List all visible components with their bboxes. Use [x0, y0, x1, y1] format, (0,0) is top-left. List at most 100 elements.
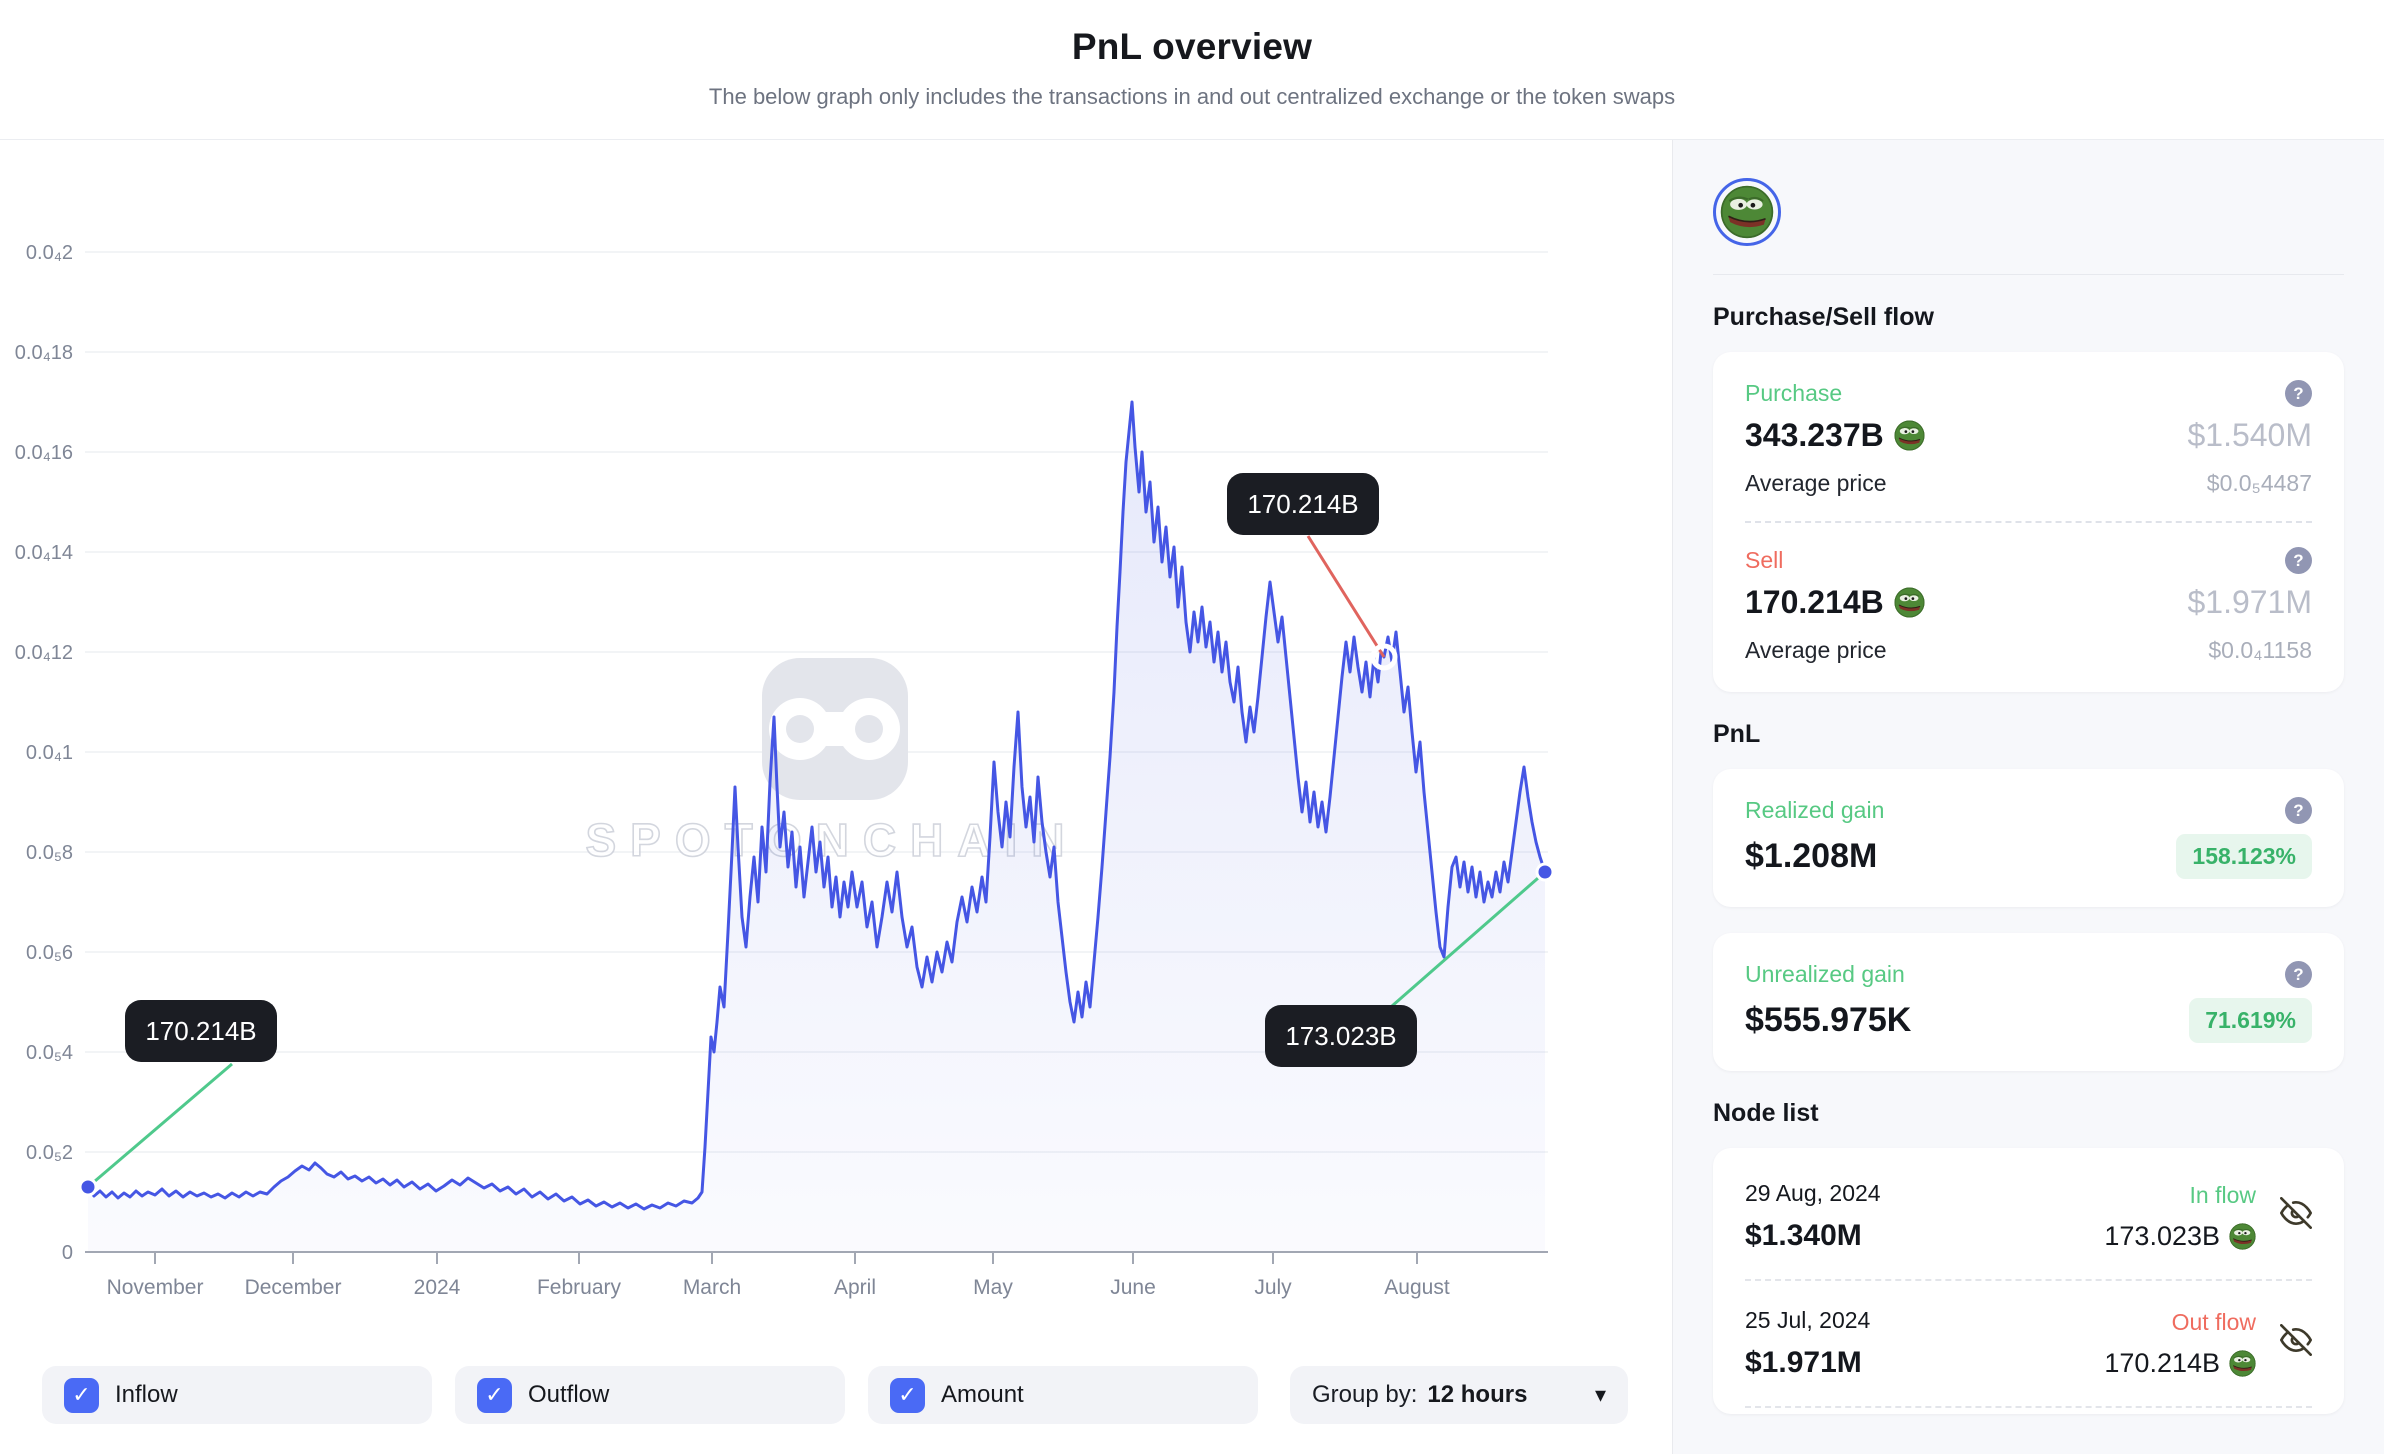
realized-gain-percent-badge: 158.123% [2176, 834, 2312, 879]
node-date: 25 Jul, 2024 [1745, 1307, 1871, 1333]
y-tick-label: 0.0₅8 [26, 842, 73, 864]
realized-gain-card: Realized gain ? $1.208M 158.123% [1713, 769, 2344, 907]
outflow-toggle-label: Outflow [528, 1381, 610, 1408]
x-tick-label: December [245, 1276, 342, 1299]
amount-toggle-label: Amount [941, 1381, 1024, 1408]
y-tick-label: 0.0₄2 [26, 242, 73, 264]
node-usd-value: $1.340M [1745, 1219, 1862, 1252]
help-icon[interactable]: ? [2285, 797, 2312, 824]
purchase-amount-value: 343.237B [1745, 417, 1884, 453]
pepe-token-icon [1894, 587, 1925, 618]
inflow-checkbox-checked-icon[interactable]: ✓ [64, 1377, 99, 1413]
y-tick-label: 0.0₄16 [15, 442, 73, 464]
group-by-value: 12 hours [1427, 1381, 1528, 1408]
unrealized-gain-card: Unrealized gain ? $555.975K 71.619% [1713, 933, 2344, 1071]
realized-gain-value: $1.208M [1745, 837, 1878, 875]
node-list-heading: Node list [1713, 1099, 1819, 1127]
pnl-chart-panel: 0 0.0₅2 0.0₅4 0.0₅6 0.0₅8 0.0₄1 0.0₄12 0.0₄14 0.… [0, 140, 1672, 1454]
pepe-token-icon [1720, 185, 1774, 239]
node-date: 29 Aug, 2024 [1745, 1180, 1881, 1206]
x-axis: November December 2024 February March April Ma… [85, 1251, 1548, 1299]
x-tick-label: May [973, 1276, 1013, 1299]
sidebar-divider [1713, 274, 2344, 275]
y-tick-label: 0.0₅4 [26, 1042, 73, 1064]
y-tick-label: 0.0₄14 [15, 542, 73, 564]
help-icon[interactable]: ? [2285, 961, 2312, 988]
y-tick-label: 0 [62, 1242, 73, 1264]
unrealized-gain-value: $555.975K [1745, 1001, 1912, 1039]
page-title: PnL overview [1071, 26, 1313, 67]
chart-tooltip-label: 173.023B [1285, 1021, 1396, 1051]
amount-toggle[interactable]: ✓ Amount [868, 1366, 1258, 1424]
chart-annotation-sell-out: 170.214B [1227, 473, 1398, 671]
unrealized-gain-percent-badge: 71.619% [2189, 998, 2312, 1043]
card-divider [1745, 521, 2312, 523]
outflow-toggle[interactable]: ✓ Outflow [455, 1366, 845, 1424]
sell-avg-label: Average price [1745, 637, 1887, 663]
x-tick-label: February [537, 1276, 622, 1299]
realized-gain-label: Realized gain [1745, 797, 1885, 823]
sell-label: Sell [1745, 547, 1784, 573]
purchase-label: Purchase [1745, 380, 1843, 406]
purchase-sell-card: Purchase ? 343.237B $1.540M Average pric… [1713, 352, 2344, 692]
page-subtitle: The below graph only includes the transa… [708, 84, 1676, 109]
unrealized-gain-label: Unrealized gain [1745, 961, 1905, 987]
node-token-amount-value: 173.023B [2104, 1220, 2220, 1251]
pnl-chart[interactable]: 0 0.0₅2 0.0₅4 0.0₅6 0.0₅8 0.0₄1 0.0₄12 0.0₄14 0.… [0, 140, 1672, 1454]
chart-marker-ring [1370, 643, 1398, 671]
group-by-dropdown[interactable]: Group by: 12 hours ▾ [1290, 1366, 1628, 1424]
x-tick-label: April [834, 1276, 876, 1299]
amount-line [86, 400, 1547, 1211]
hide-node-icon[interactable] [2280, 1197, 2312, 1229]
purchase-avg-price: $0.0₅4487 [2206, 470, 2312, 496]
group-by-prefix: Group by: [1312, 1381, 1418, 1408]
inflow-toggle[interactable]: ✓ Inflow [42, 1366, 432, 1424]
help-icon[interactable]: ? [2285, 380, 2312, 407]
x-tick-label: March [683, 1276, 741, 1299]
chart-marker-dot [1535, 862, 1555, 882]
y-tick-label: 0.0₄1 [26, 742, 73, 764]
node-usd-value: $1.971M [1745, 1346, 1862, 1379]
pepe-token-icon [2229, 1350, 2256, 1377]
purchase-usd: $1.540M [2187, 417, 2312, 453]
help-icon[interactable]: ? [2285, 547, 2312, 574]
chart-tooltip-label: 170.214B [145, 1016, 256, 1046]
y-tick-label: 0.0₅2 [26, 1142, 73, 1164]
chart-marker-dot [78, 1177, 98, 1197]
y-tick-label: 0.0₄12 [15, 642, 73, 664]
chart-tooltip-label: 170.214B [1247, 489, 1358, 519]
x-tick-label: July [1254, 1276, 1292, 1299]
token-avatar [1713, 178, 1781, 246]
watermark-text: SPOTONCHAIN [585, 814, 1078, 866]
chevron-down-icon: ▾ [1594, 1382, 1606, 1407]
chart-annotation-inflow: 173.023B [1265, 862, 1555, 1067]
node-token-amount: 170.214B [2104, 1348, 2256, 1379]
amount-checkbox-checked-icon[interactable]: ✓ [890, 1377, 925, 1413]
purchase-avg-label: Average price [1745, 470, 1887, 496]
node-direction: Out flow [2171, 1308, 2256, 1335]
node-list-card: 29 Aug, 2024 $1.340M In flow 173.023B 25… [1713, 1148, 2344, 1414]
node-token-amount-value: 170.214B [2104, 1347, 2220, 1378]
card-divider [1745, 1406, 2312, 1408]
node-row[interactable]: 29 Aug, 2024 $1.340M In flow 173.023B [1745, 1154, 2312, 1279]
node-token-amount: 173.023B [2104, 1221, 2256, 1252]
sell-usd: $1.971M [2187, 584, 2312, 620]
x-tick-label: June [1110, 1276, 1156, 1299]
node-direction: In flow [2189, 1181, 2256, 1208]
sell-avg-price: $0.0₄1158 [2208, 637, 2312, 663]
spotonchain-watermark: SPOTONCHAIN [585, 658, 1078, 867]
x-tick-label: 2024 [414, 1276, 461, 1299]
node-row[interactable]: 25 Jul, 2024 $1.971M Out flow 170.214B [1745, 1279, 2312, 1406]
y-tick-label: 0.0₄18 [15, 342, 73, 364]
y-tick-label: 0.0₅6 [26, 942, 73, 964]
purchase-sell-heading: Purchase/Sell flow [1713, 303, 1934, 331]
amount-area [88, 402, 1545, 1252]
x-tick-label: November [107, 1276, 204, 1299]
sell-amount-value: 170.214B [1745, 584, 1884, 620]
chart-tooltip [1227, 473, 1379, 535]
chart-annotation-buy-start: 170.214B [78, 1000, 277, 1197]
outflow-checkbox-checked-icon[interactable]: ✓ [477, 1377, 512, 1413]
pepe-token-icon [1894, 420, 1925, 451]
hide-node-icon[interactable] [2280, 1324, 2312, 1356]
pnl-heading: PnL [1713, 720, 1761, 748]
